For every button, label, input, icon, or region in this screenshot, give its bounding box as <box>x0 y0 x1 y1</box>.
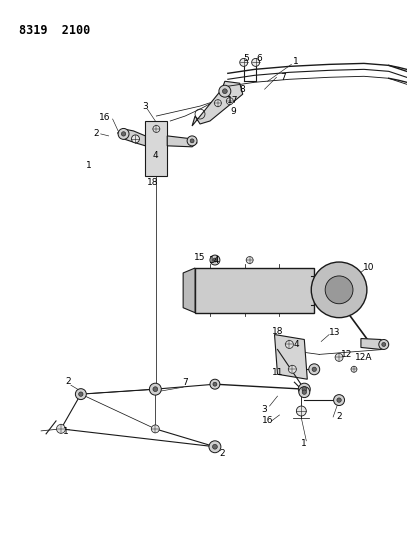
Text: 1: 1 <box>86 161 92 170</box>
Text: 7: 7 <box>281 73 286 82</box>
Circle shape <box>334 394 344 406</box>
Circle shape <box>79 392 83 397</box>
Text: 5: 5 <box>243 54 248 63</box>
Text: 14: 14 <box>209 255 221 264</box>
Text: 4: 4 <box>153 151 158 160</box>
Text: 7: 7 <box>182 378 188 387</box>
Circle shape <box>379 340 389 350</box>
Text: 3: 3 <box>142 102 148 111</box>
Circle shape <box>286 341 293 349</box>
Circle shape <box>57 424 65 433</box>
Text: 2: 2 <box>93 130 99 139</box>
Circle shape <box>213 382 217 386</box>
Polygon shape <box>183 268 195 313</box>
Circle shape <box>131 135 140 143</box>
Text: 3: 3 <box>262 405 268 414</box>
Circle shape <box>252 59 259 67</box>
Text: 15: 15 <box>194 253 206 262</box>
Circle shape <box>151 425 159 433</box>
Circle shape <box>213 258 217 262</box>
Circle shape <box>246 256 253 263</box>
Text: 12A: 12A <box>355 353 373 362</box>
Circle shape <box>213 445 217 449</box>
Text: 8319  2100: 8319 2100 <box>19 23 91 37</box>
Circle shape <box>302 387 307 392</box>
Circle shape <box>121 132 126 136</box>
Circle shape <box>382 343 386 346</box>
Circle shape <box>219 85 231 97</box>
Circle shape <box>215 100 222 107</box>
Bar <box>195 268 314 313</box>
Circle shape <box>153 387 158 392</box>
Text: 13: 13 <box>329 328 341 337</box>
Circle shape <box>298 383 310 395</box>
Circle shape <box>75 389 86 400</box>
Text: 9: 9 <box>230 107 236 116</box>
Circle shape <box>302 390 306 394</box>
Circle shape <box>209 441 221 453</box>
Polygon shape <box>118 129 145 146</box>
Circle shape <box>153 125 160 132</box>
Text: 18: 18 <box>146 178 158 187</box>
Polygon shape <box>361 338 389 350</box>
Circle shape <box>325 276 353 304</box>
Circle shape <box>187 136 197 146</box>
Circle shape <box>296 406 306 416</box>
Circle shape <box>312 367 317 372</box>
Circle shape <box>118 128 129 139</box>
Text: 1: 1 <box>293 57 299 66</box>
Circle shape <box>335 353 343 361</box>
Text: 17: 17 <box>227 95 239 104</box>
Circle shape <box>288 365 296 373</box>
Text: 16: 16 <box>262 416 273 425</box>
Text: 10: 10 <box>363 263 375 272</box>
Circle shape <box>299 386 310 398</box>
Circle shape <box>311 262 367 318</box>
Circle shape <box>309 364 320 375</box>
Text: 11: 11 <box>272 368 283 377</box>
Text: 16: 16 <box>99 112 111 122</box>
Text: 12: 12 <box>341 350 353 359</box>
Text: 8: 8 <box>240 85 246 94</box>
Text: 4: 4 <box>293 340 299 349</box>
Text: 6: 6 <box>257 54 262 63</box>
Text: 18: 18 <box>272 327 283 336</box>
Circle shape <box>337 398 341 402</box>
Circle shape <box>210 255 220 265</box>
Circle shape <box>351 366 357 372</box>
Circle shape <box>240 59 248 67</box>
Polygon shape <box>167 136 197 147</box>
Bar <box>145 121 167 175</box>
Circle shape <box>210 379 220 389</box>
Circle shape <box>226 98 233 104</box>
Text: 1: 1 <box>302 439 307 448</box>
Text: 1: 1 <box>63 427 69 437</box>
Circle shape <box>222 89 227 94</box>
Text: 2: 2 <box>219 449 225 458</box>
Polygon shape <box>192 81 243 126</box>
Circle shape <box>190 139 194 143</box>
Circle shape <box>149 383 161 395</box>
Text: 2: 2 <box>65 377 71 386</box>
Text: 2: 2 <box>336 413 342 422</box>
Polygon shape <box>275 335 307 379</box>
